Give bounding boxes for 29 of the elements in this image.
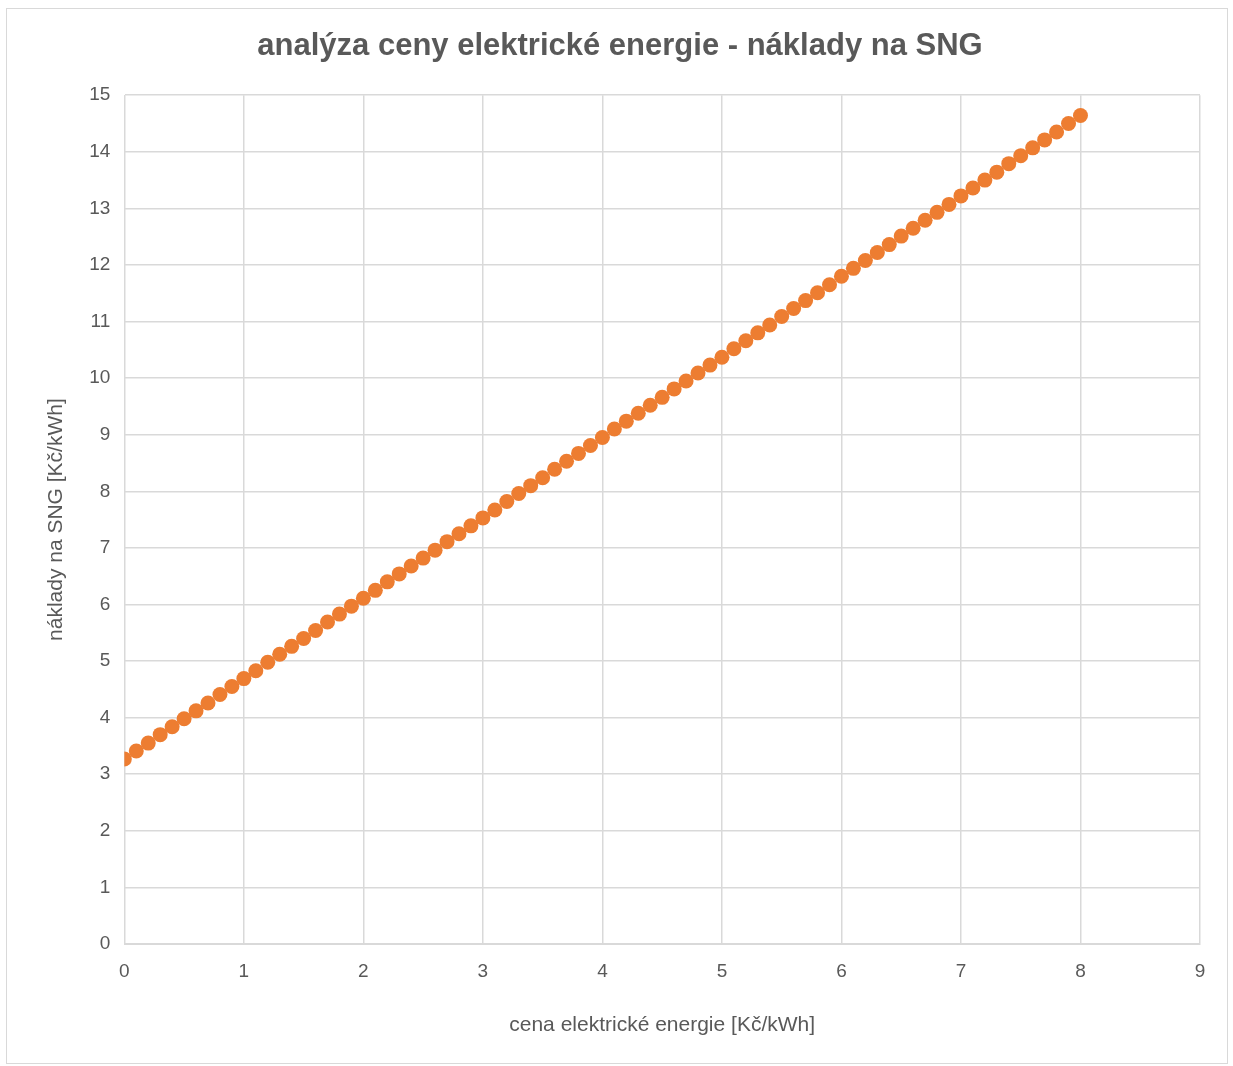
chart-title: analýza ceny elektrické energie - náklady na SNG	[257, 27, 983, 63]
y-tick-label: 15	[89, 83, 111, 105]
y-tick-label: 4	[99, 705, 111, 727]
y-tick-label: 2	[99, 819, 111, 841]
x-tick-label: 7	[955, 959, 967, 981]
x-tick-label: 4	[597, 959, 609, 981]
y-tick-label: 14	[89, 140, 111, 162]
x-tick-label: 6	[836, 959, 847, 981]
y-tick-label: 5	[99, 649, 111, 671]
x-tick-label: 3	[477, 959, 489, 981]
x-tick-label: 8	[1075, 959, 1086, 981]
y-tick-label: 6	[99, 592, 111, 614]
y-tick-label: 3	[99, 762, 111, 784]
x-tick-label: 0	[119, 959, 130, 981]
x-tick-label: 2	[358, 959, 369, 981]
x-tick-label: 9	[1194, 959, 1206, 981]
y-axis-title: náklady na SNG [Kč/kWh]	[43, 398, 67, 641]
x-tick-label: 1	[238, 959, 250, 981]
x-tick-label: 5	[716, 959, 728, 981]
x-axis-title: cena elektrické energie [Kč/kWh]	[509, 1012, 816, 1036]
y-tick-label: 10	[89, 366, 111, 388]
y-tick-label: 12	[89, 253, 111, 275]
y-tick-label: 9	[99, 422, 111, 444]
y-tick-label: 11	[90, 309, 111, 331]
y-tick-label: 0	[99, 932, 111, 954]
y-tick-label: 1	[99, 875, 111, 897]
y-tick-label: 13	[89, 196, 111, 218]
y-tick-label: 7	[99, 536, 111, 558]
y-tick-label: 8	[99, 479, 111, 501]
